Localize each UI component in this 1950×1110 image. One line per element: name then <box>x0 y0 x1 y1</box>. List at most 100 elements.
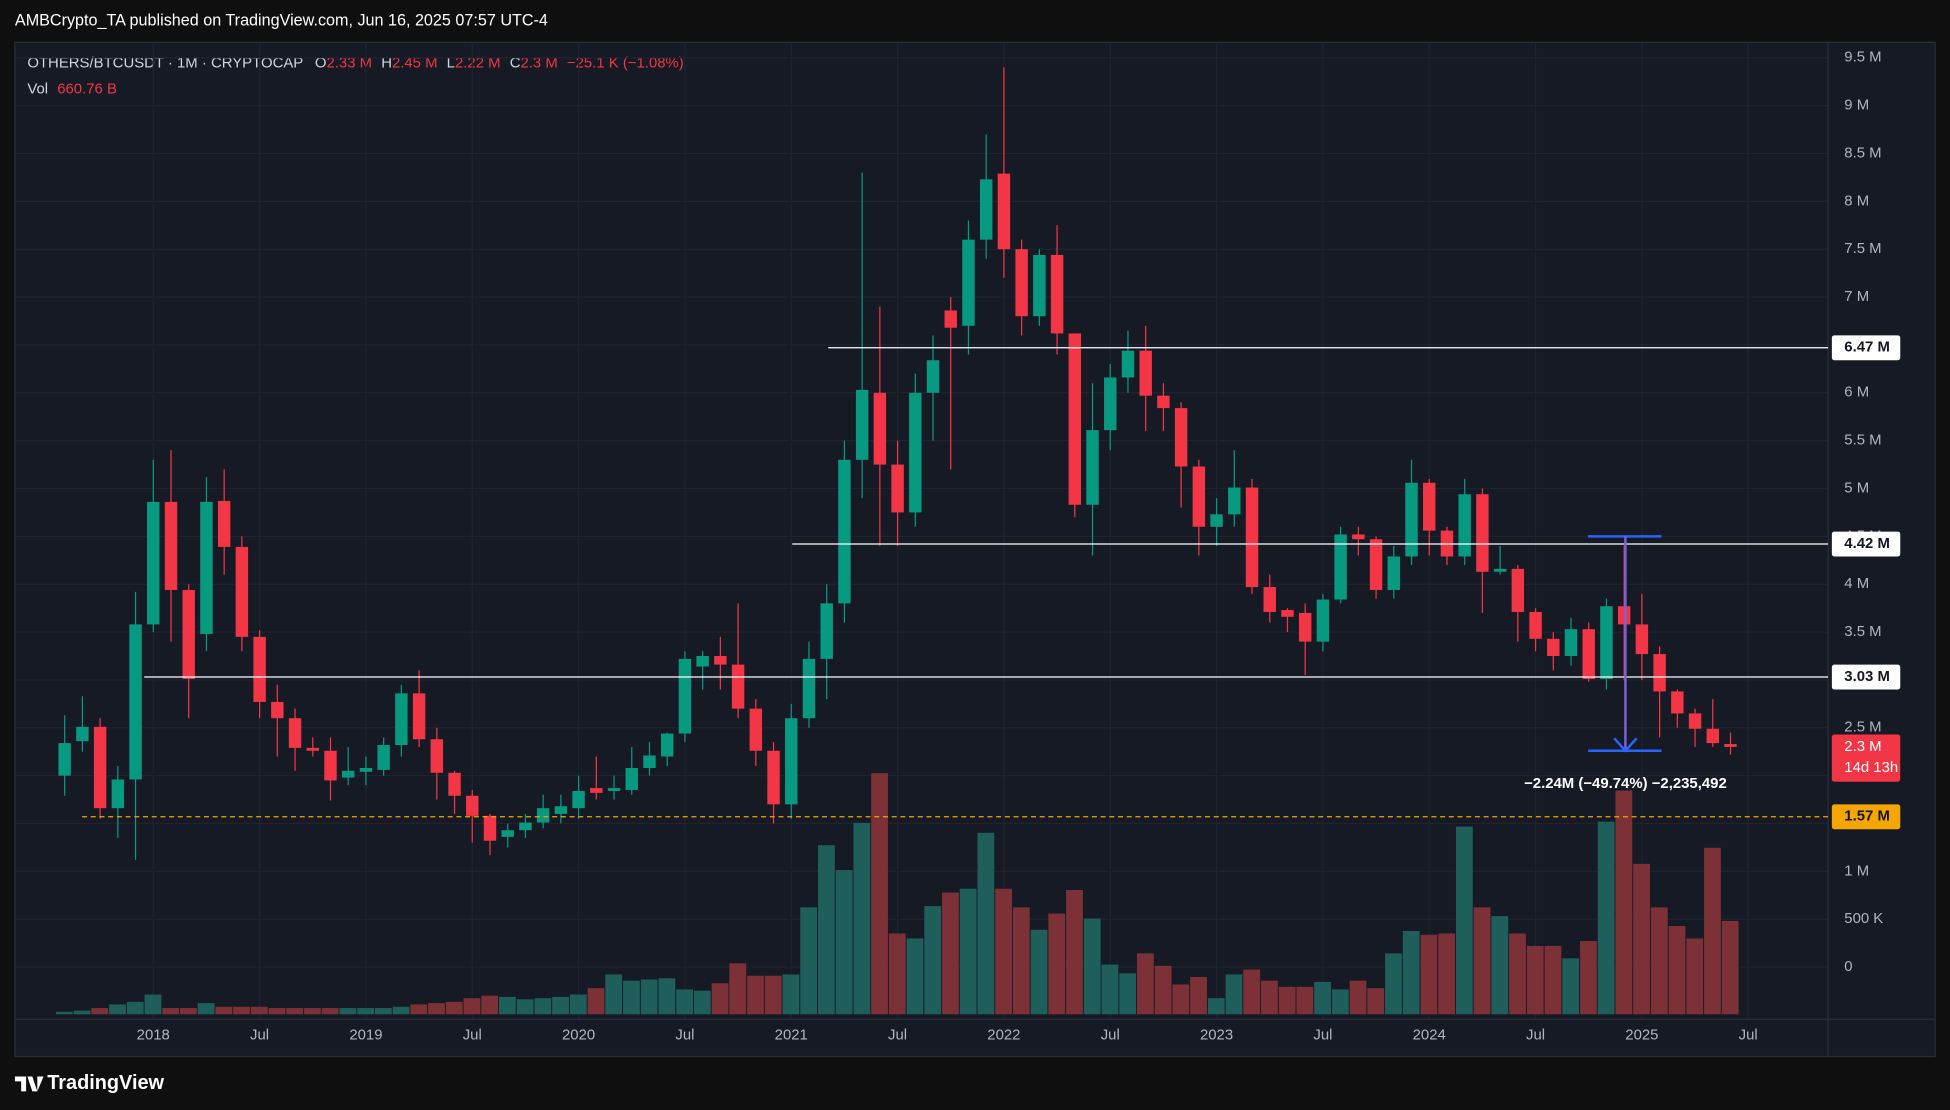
candle-body <box>147 501 160 625</box>
candle-body <box>944 310 957 328</box>
volume-bar <box>1473 907 1491 1015</box>
candle-body <box>1493 568 1507 572</box>
candle-body <box>1015 249 1028 317</box>
volume-bar <box>640 979 658 1015</box>
volume-bar <box>1438 933 1456 1015</box>
volume-bar <box>534 998 552 1015</box>
candle-body <box>111 779 125 809</box>
ohlc-key: C <box>510 55 521 71</box>
volume-bar <box>1207 998 1225 1015</box>
volume-bar <box>569 994 587 1015</box>
candle-body <box>217 500 231 547</box>
volume-bar <box>764 975 782 1015</box>
candle-body <box>341 770 355 778</box>
volume-bar <box>995 888 1012 1015</box>
legend: OTHERS/BTCUSDT · 1M · CRYPTOCAP O2.33 M … <box>27 55 683 71</box>
volume-bar <box>676 989 694 1015</box>
candle-body <box>1369 539 1383 590</box>
candle-body <box>855 389 869 460</box>
volume-bar <box>481 995 499 1015</box>
candle-body <box>1334 534 1347 600</box>
candle-body <box>466 795 479 816</box>
candle-body <box>235 546 249 637</box>
volume-bar <box>906 938 924 1015</box>
candle-body <box>448 772 461 796</box>
y-tick-label: 5.5 M <box>1844 433 1881 449</box>
volume-bar <box>1066 889 1083 1015</box>
candle-body <box>1104 377 1117 431</box>
volume-bar <box>339 1008 357 1015</box>
candle-body <box>76 726 89 742</box>
x-tick-label: 2023 <box>1200 1027 1233 1043</box>
x-tick-label: 2020 <box>562 1027 595 1043</box>
x-tick-label: Jul <box>1739 1027 1758 1043</box>
candle-body <box>1281 610 1294 617</box>
candle-body <box>1405 482 1418 557</box>
volume-bar <box>268 1008 286 1015</box>
volume-bar <box>321 1008 339 1015</box>
candle-body <box>785 718 798 805</box>
candle-body <box>607 788 621 791</box>
candle-body <box>1263 587 1276 612</box>
volume-bar <box>1331 989 1349 1015</box>
candle-body <box>271 701 284 719</box>
candle-body <box>926 360 940 393</box>
x-tick-label: 2025 <box>1625 1027 1658 1043</box>
level-tag <box>1831 664 1901 690</box>
volume-bar <box>357 1008 375 1015</box>
candle-body <box>590 788 603 793</box>
volume-bar <box>1030 929 1048 1015</box>
volume-bar <box>1526 945 1544 1015</box>
candle-body <box>1050 254 1064 334</box>
candle-body <box>1635 624 1649 655</box>
candle-body <box>501 830 514 837</box>
candle-body <box>625 767 638 790</box>
x-tick-label: Jul <box>888 1027 907 1043</box>
y-tick-label: 9.5 M <box>1844 50 1881 66</box>
y-tick-label: 8 M <box>1844 193 1869 209</box>
candle-body <box>1600 606 1613 679</box>
volume-bar <box>942 892 959 1015</box>
candle-body <box>1245 487 1259 588</box>
volume-value: 660.76 B <box>57 81 117 97</box>
candle-body <box>306 747 319 751</box>
volume-bar <box>499 996 516 1015</box>
candle-body <box>1547 638 1560 656</box>
volume-bar <box>91 1008 109 1015</box>
volume-bar <box>1154 965 1172 1015</box>
volume-bar <box>1261 980 1278 1015</box>
y-tick-label: 6 M <box>1844 385 1869 401</box>
volume-bar <box>374 1008 392 1015</box>
candle-body <box>1688 713 1702 729</box>
level-tag <box>1831 335 1901 361</box>
candle-body <box>1352 534 1365 540</box>
volume-bar <box>1314 981 1331 1015</box>
y-tick-label: 4 M <box>1844 576 1869 592</box>
volume-bar <box>1686 938 1704 1015</box>
level-tag <box>1831 804 1901 830</box>
change: −25.1 K (−1.08%) <box>567 55 684 71</box>
candle-body <box>962 239 975 326</box>
volume-bar <box>658 978 676 1015</box>
candle-body <box>1564 629 1578 656</box>
candle-body <box>1157 395 1170 409</box>
level-label: 4.42 M <box>1844 536 1890 552</box>
level-label: 6.47 M <box>1844 340 1890 356</box>
candle-body <box>1121 350 1135 378</box>
candle-body <box>164 501 178 590</box>
candle-body <box>1210 514 1223 527</box>
x-tick-label: 2018 <box>137 1027 170 1043</box>
candle-body <box>1476 494 1489 572</box>
candle-body <box>182 589 195 679</box>
ohlc-key: L <box>447 55 455 71</box>
candle-body <box>1192 466 1206 527</box>
y-tick-label: 3.5 M <box>1844 624 1881 640</box>
candle-body <box>873 392 887 465</box>
candle-body <box>909 392 922 513</box>
ohlc-key: O <box>315 55 327 71</box>
candle-body <box>1139 350 1152 396</box>
volume-bar <box>1721 920 1739 1015</box>
candle-body <box>1529 611 1542 639</box>
candle-body <box>430 739 444 773</box>
level-label: 1.57 M <box>1844 809 1890 825</box>
